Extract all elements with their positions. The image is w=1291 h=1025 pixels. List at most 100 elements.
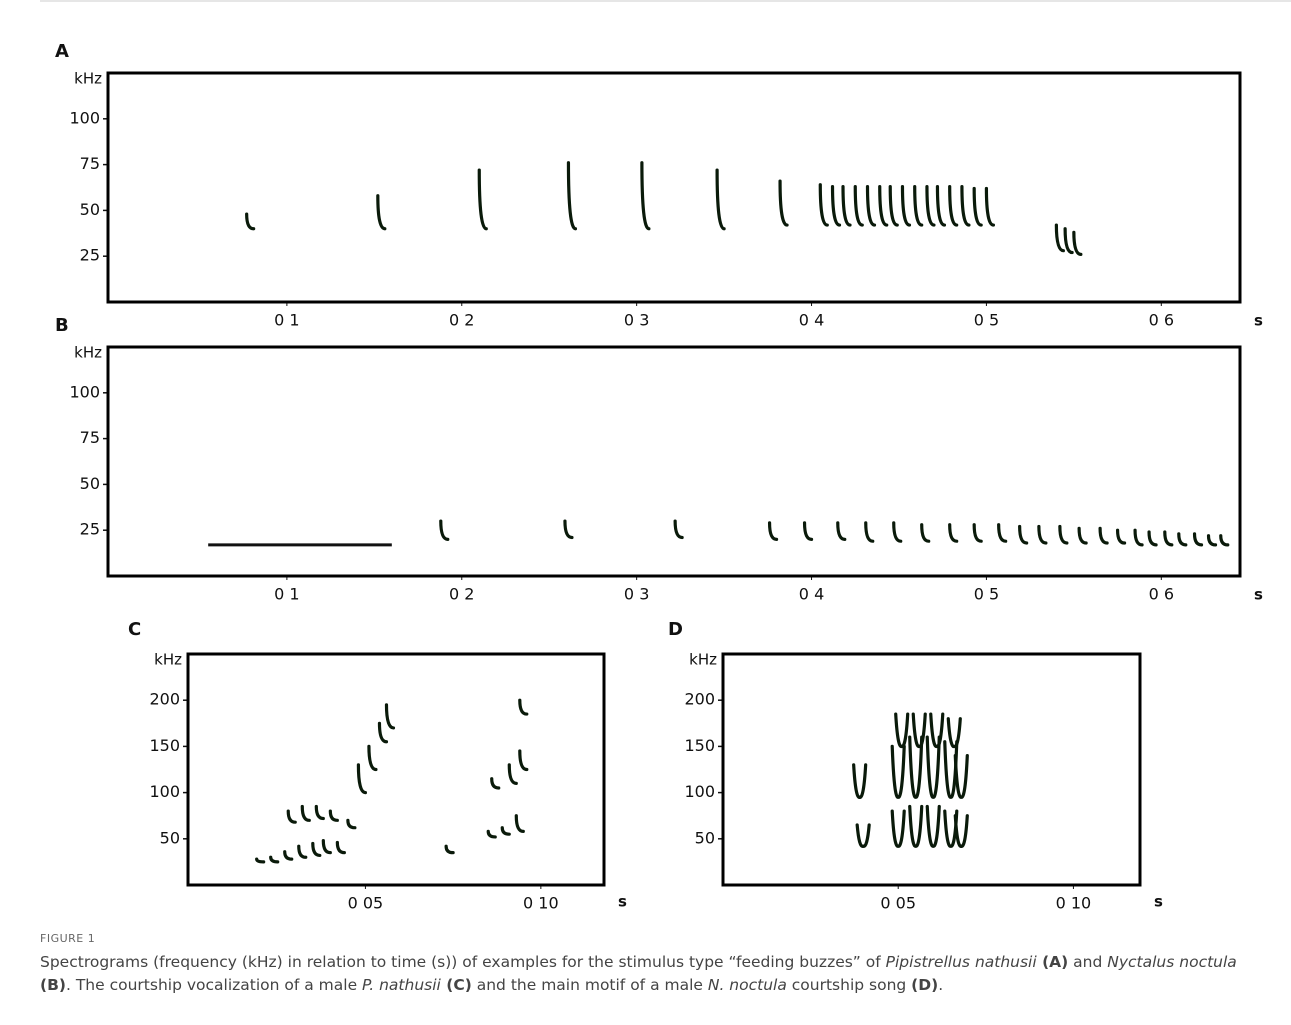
call [1133, 528, 1144, 547]
y-axis-label: kHz [689, 651, 717, 669]
call [507, 763, 518, 785]
x-tick-label: 0 4 [799, 585, 824, 604]
call [948, 184, 959, 227]
call [878, 184, 889, 227]
x-tick-label: 0 4 [799, 311, 824, 330]
call [946, 717, 962, 749]
x-tick-label: 0 05 [880, 894, 916, 913]
x-tick-label: 0 1 [274, 585, 299, 604]
y-axis-label: kHz [74, 344, 102, 362]
call [439, 519, 450, 541]
caption-run: (C) [440, 976, 472, 994]
call [1115, 528, 1127, 545]
call [321, 839, 332, 855]
y-tick-label: 200 [684, 690, 715, 709]
y-tick-label: 100 [684, 782, 715, 801]
x-tick-label: 0 10 [523, 894, 559, 913]
call [314, 804, 325, 821]
call [960, 184, 971, 227]
x-tick-label: 0 3 [624, 311, 649, 330]
call [673, 519, 684, 540]
y-axis-label: kHz [74, 70, 102, 88]
call [640, 161, 651, 231]
call [1163, 530, 1174, 547]
call [865, 184, 877, 227]
y-tick-label: 100 [69, 108, 100, 127]
call [1177, 532, 1188, 547]
call [518, 698, 529, 716]
plot-frame [106, 71, 1242, 304]
call [1054, 223, 1065, 253]
call [894, 712, 910, 748]
y-tick-label: 200 [149, 690, 180, 709]
panel-label: C [128, 619, 141, 640]
y-tick-label: 75 [80, 154, 100, 173]
call [953, 754, 969, 799]
call [925, 804, 941, 848]
call [997, 523, 1008, 543]
caption-run: courtship song [786, 976, 912, 994]
panel-label: B [55, 315, 69, 336]
call [890, 744, 906, 799]
call [1192, 532, 1204, 547]
call [984, 186, 996, 227]
plot-frame [721, 652, 1142, 887]
y-tick-label: 50 [160, 828, 180, 847]
x-tick-label: 0 3 [624, 585, 649, 604]
call [335, 840, 346, 855]
caption-run: Pipistrellus nathusii [885, 953, 1037, 971]
caption-run: Nyctalus noctula [1107, 953, 1237, 971]
caption-run: . The courtship vocalization of a male [65, 976, 363, 994]
caption: FIGURE 1 Spectrograms (frequency (kHz) i… [40, 932, 1240, 997]
x-tick-label: 0 10 [1056, 894, 1092, 913]
x-tick-label: 0 6 [1149, 311, 1174, 330]
caption-text: Spectrograms (frequency (kHz) in relatio… [40, 951, 1240, 997]
call [972, 523, 983, 543]
call [367, 744, 378, 772]
call [1072, 230, 1083, 256]
caption-run: (D) [911, 976, 939, 994]
call [853, 184, 864, 227]
call [346, 818, 357, 830]
call [925, 735, 941, 799]
call [328, 809, 339, 822]
call [836, 521, 847, 541]
x-tick-label: 0 5 [974, 585, 999, 604]
call [384, 703, 396, 730]
call [802, 521, 814, 541]
call [477, 168, 488, 231]
call [1037, 524, 1048, 545]
call [245, 212, 256, 231]
call [283, 850, 294, 861]
plot-frame [186, 652, 606, 887]
caption-run: P. nathusii [362, 976, 441, 994]
call [888, 184, 899, 227]
call [1219, 534, 1230, 547]
call [255, 857, 266, 864]
x-axis-label: s [1154, 893, 1163, 911]
caption-run: (A) [1036, 953, 1069, 971]
figure-label: FIGURE 1 [40, 932, 96, 945]
call [286, 809, 297, 824]
call [908, 735, 924, 799]
call [518, 749, 529, 772]
call [935, 184, 947, 227]
call [920, 523, 931, 543]
call [311, 841, 322, 858]
call [852, 763, 868, 799]
call [356, 763, 368, 795]
call [500, 826, 511, 836]
x-axis-label: s [1254, 312, 1263, 330]
call [377, 721, 389, 744]
x-axis-label: s [1254, 586, 1263, 604]
y-axis-label: kHz [154, 651, 182, 669]
call [1058, 524, 1069, 545]
y-tick-label: 25 [80, 520, 100, 539]
call [778, 179, 789, 227]
call [490, 777, 501, 790]
call [297, 844, 308, 859]
call [1098, 526, 1109, 545]
call [300, 804, 311, 822]
